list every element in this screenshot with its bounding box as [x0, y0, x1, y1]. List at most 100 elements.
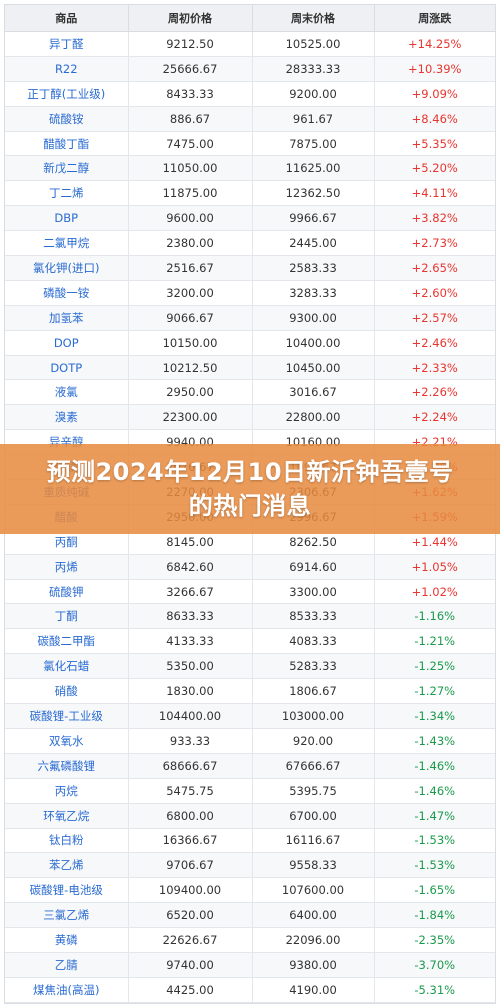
- week-start-price-cell: 104400.00: [128, 703, 253, 729]
- table-row: 丙烯 6842.60 6914.60 +1.05%: [5, 554, 495, 580]
- week-end-price-cell: 8533.33: [252, 603, 375, 630]
- product-name-cell: DOP: [5, 330, 129, 356]
- week-start-price-cell: 6842.60: [128, 554, 253, 580]
- weekly-change-cell: -1.53%: [374, 852, 495, 879]
- headline-title: 预测2024年12月10日新沂钟吾壹号的热门消息: [46, 458, 454, 520]
- product-name-cell: 碳酸锂-电池级: [5, 877, 129, 904]
- week-end-price-cell: 22096.00: [252, 927, 375, 953]
- weekly-change-cell: -1.27%: [374, 678, 495, 705]
- product-name-cell: 丙烷: [5, 778, 129, 804]
- product-name-cell: 新戊二醇: [5, 155, 129, 182]
- week-start-price-cell: 3200.00: [128, 280, 253, 306]
- weekly-change-cell: +2.65%: [374, 255, 495, 281]
- week-start-price-cell: 9212.50: [128, 31, 253, 57]
- week-start-price-cell: 10212.50: [128, 355, 253, 381]
- weekly-change-cell: +5.20%: [374, 155, 495, 182]
- week-start-price-cell: 886.67: [128, 106, 253, 132]
- product-name-cell: 环氧乙烷: [5, 803, 129, 829]
- week-end-price-cell: 4083.33: [252, 628, 375, 655]
- product-name-cell: 二氯甲烷: [5, 230, 129, 257]
- product-name-cell: 加氢苯: [5, 305, 129, 331]
- weekly-change-cell: +2.73%: [374, 230, 495, 257]
- weekly-change-cell: +10.39%: [374, 56, 495, 82]
- product-name-cell: 液氯: [5, 379, 129, 406]
- weekly-change-cell: -2.35%: [374, 927, 495, 953]
- table-row: 苯乙烯 9706.67 9558.33 -1.53%: [5, 852, 495, 879]
- weekly-change-cell: -1.21%: [374, 628, 495, 655]
- week-end-price-cell: 22800.00: [252, 404, 375, 431]
- week-start-price-cell: 9066.67: [128, 305, 253, 331]
- week-end-price-cell: 107600.00: [252, 877, 375, 904]
- weekly-change-cell: -1.43%: [374, 728, 495, 754]
- weekly-change-cell: +2.24%: [374, 404, 495, 431]
- weekly-change-cell: +4.11%: [374, 180, 495, 207]
- weekly-change-cell: +2.26%: [374, 379, 495, 406]
- week-start-price-cell: 6520.00: [128, 902, 253, 929]
- week-end-price-cell: 12362.50: [252, 180, 375, 207]
- weekly-change-cell: +1.02%: [374, 579, 495, 605]
- week-end-price-cell: 103000.00: [252, 703, 375, 729]
- weekly-change-cell: -1.65%: [374, 877, 495, 904]
- headline-banner: 预测2024年12月10日新沂钟吾壹号的热门消息: [0, 444, 500, 534]
- table-row: 异丁醛 9212.50 10525.00 +14.25%: [5, 31, 495, 57]
- product-name-cell: 溴素: [5, 404, 129, 431]
- weekly-change-cell: +3.82%: [374, 205, 495, 232]
- table-row: 溴素 22300.00 22800.00 +2.24%: [5, 404, 495, 431]
- table-row: 丙烷 5475.75 5395.75 -1.46%: [5, 778, 495, 804]
- week-end-price-cell: 3300.00: [252, 579, 375, 605]
- week-start-price-cell: 933.33: [128, 728, 253, 754]
- product-name-cell: 氯化钾(进口): [5, 255, 129, 281]
- week-start-price-cell: 1830.00: [128, 678, 253, 705]
- product-name-cell: 碳酸二甲酯: [5, 628, 129, 655]
- table-row: 钛白粉 16366.67 16116.67 -1.53%: [5, 828, 495, 854]
- table-row: 硝酸 1830.00 1806.67 -1.27%: [5, 678, 495, 705]
- table-row: 六氟磷酸锂 68666.67 67666.67 -1.46%: [5, 753, 495, 779]
- week-start-price-cell: 6800.00: [128, 803, 253, 829]
- table-row: 二氯甲烷 2380.00 2445.00 +2.73%: [5, 230, 495, 257]
- product-name-cell: 异丁醛: [5, 31, 129, 57]
- week-end-price-cell: 6400.00: [252, 902, 375, 929]
- weekly-change-cell: +1.05%: [374, 554, 495, 580]
- table-row: 醋酸丁酯 7475.00 7875.00 +5.35%: [5, 131, 495, 157]
- week-start-price-cell: 4425.00: [128, 977, 253, 1003]
- product-name-cell: 黄磷: [5, 927, 129, 953]
- week-end-price-cell: 10525.00: [252, 31, 375, 57]
- product-name-cell: 硝酸: [5, 678, 129, 705]
- table-row: 三氯乙烯 6520.00 6400.00 -1.84%: [5, 902, 495, 929]
- product-name-cell: 正丁醇(工业级): [5, 81, 129, 107]
- weekly-change-cell: -1.47%: [374, 803, 495, 829]
- product-name-cell: 碳酸锂-工业级: [5, 703, 129, 729]
- product-name-cell: 双氧水: [5, 728, 129, 754]
- week-end-price-cell: 9966.67: [252, 205, 375, 232]
- week-start-price-cell: 9706.67: [128, 852, 253, 879]
- table-row: 氯化钾(进口) 2516.67 2583.33 +2.65%: [5, 255, 495, 281]
- weekly-change-cell: +9.09%: [374, 81, 495, 107]
- weekly-change-cell: -5.31%: [374, 977, 495, 1003]
- week-end-price-cell: 11625.00: [252, 155, 375, 182]
- table-row: 硫酸铵 886.67 961.67 +8.46%: [5, 106, 495, 132]
- week-start-price-cell: 8433.33: [128, 81, 253, 107]
- table-row: 双氧水 933.33 920.00 -1.43%: [5, 728, 495, 754]
- week-end-price-cell: 4190.00: [252, 977, 375, 1003]
- week-end-price-cell: 920.00: [252, 728, 375, 754]
- table-row: 丁二烯 11875.00 12362.50 +4.11%: [5, 180, 495, 207]
- product-name-cell: 硫酸铵: [5, 106, 129, 132]
- weekly-change-cell: +5.35%: [374, 131, 495, 157]
- weekly-change-cell: -1.16%: [374, 603, 495, 630]
- header-week-end-price: 周末价格: [252, 5, 375, 32]
- product-name-cell: 丁酮: [5, 603, 129, 630]
- product-name-cell: 苯乙烯: [5, 852, 129, 879]
- weekly-change-cell: +14.25%: [374, 31, 495, 57]
- week-end-price-cell: 28333.33: [252, 56, 375, 82]
- weekly-change-cell: +2.57%: [374, 305, 495, 331]
- weekly-change-cell: -1.53%: [374, 828, 495, 854]
- weekly-change-cell: -1.84%: [374, 902, 495, 929]
- weekly-change-cell: -1.46%: [374, 753, 495, 779]
- product-name-cell: 氯化石蜡: [5, 653, 129, 680]
- table-row: 正丁醇(工业级) 8433.33 9200.00 +9.09%: [5, 81, 495, 107]
- table-row: R22 25666.67 28333.33 +10.39%: [5, 56, 495, 82]
- week-start-price-cell: 2516.67: [128, 255, 253, 281]
- product-name-cell: 三氯乙烯: [5, 902, 129, 929]
- week-end-price-cell: 9558.33: [252, 852, 375, 879]
- week-start-price-cell: 3266.67: [128, 579, 253, 605]
